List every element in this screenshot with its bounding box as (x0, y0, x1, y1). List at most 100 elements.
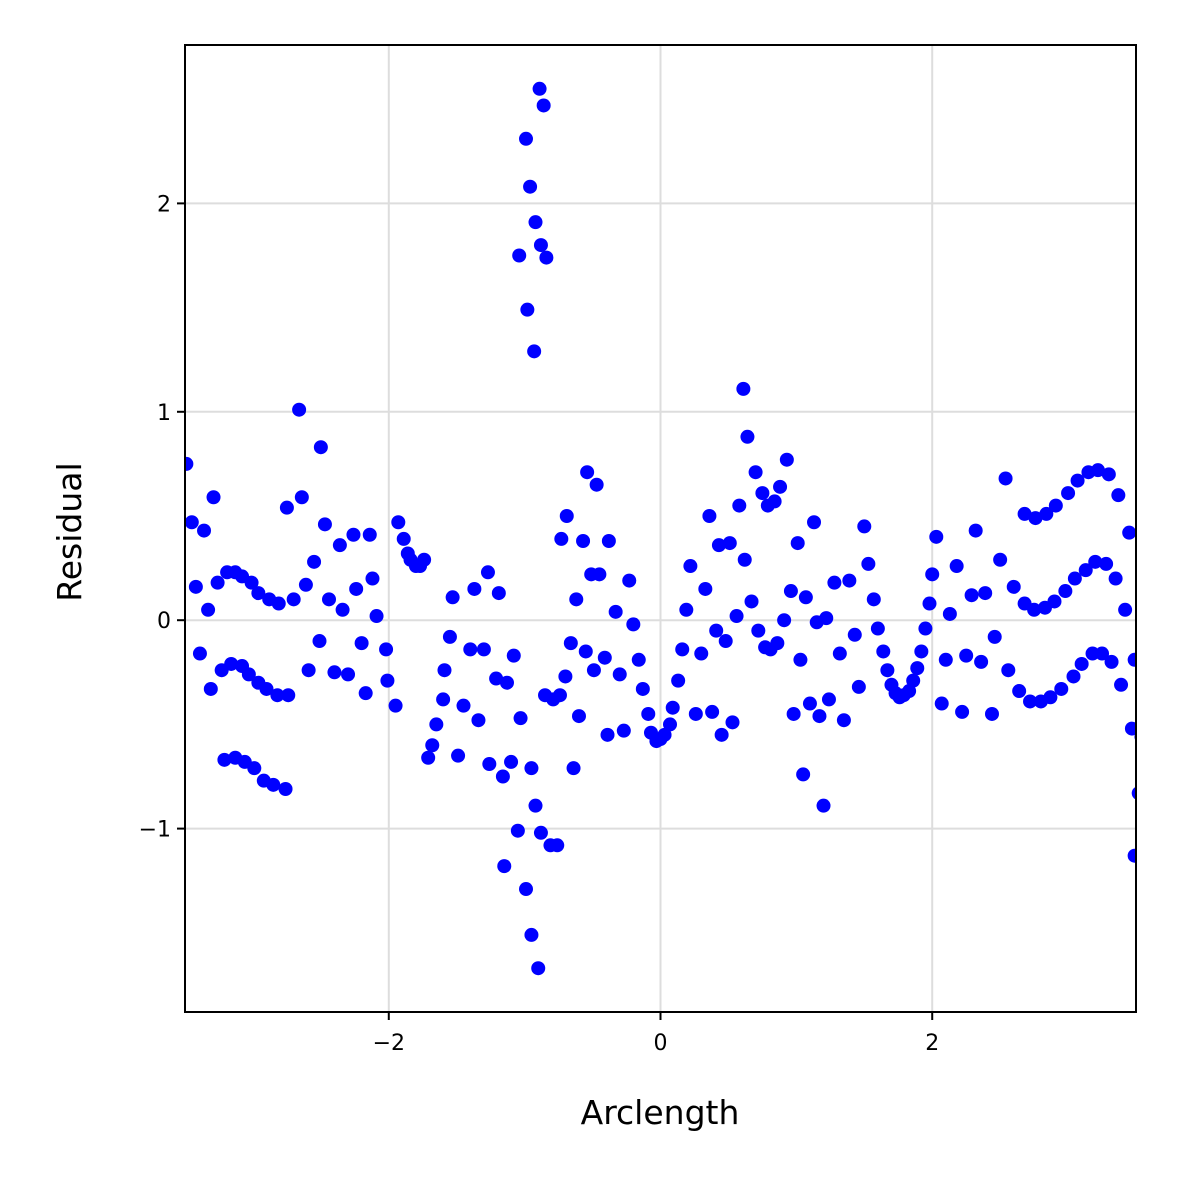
data-point (683, 559, 698, 574)
data-point (206, 490, 221, 505)
data-point (616, 723, 631, 738)
data-point (1111, 488, 1126, 503)
data-point (559, 508, 574, 523)
data-point (1108, 571, 1123, 586)
data-point (688, 706, 703, 721)
data-point (1006, 579, 1021, 594)
data-point (816, 798, 831, 813)
data-point (286, 592, 301, 607)
data-point (705, 704, 720, 719)
data-point (358, 686, 373, 701)
data-point (955, 704, 970, 719)
data-point (563, 636, 578, 651)
data-point (635, 681, 650, 696)
data-point (918, 621, 933, 636)
data-point (528, 215, 543, 230)
data-point (1118, 602, 1133, 617)
data-point (1090, 463, 1105, 478)
data-point (533, 825, 548, 840)
data-point (702, 508, 717, 523)
data-point (369, 609, 384, 624)
data-point (1114, 677, 1129, 692)
data-point (783, 584, 798, 599)
data-point (349, 581, 364, 596)
data-point (437, 663, 452, 678)
data-point (993, 552, 1008, 567)
data-point (592, 567, 607, 582)
data-point (388, 698, 403, 713)
data-point (259, 681, 274, 696)
data-point (786, 706, 801, 721)
data-point (847, 627, 862, 642)
data-point (694, 646, 709, 661)
data-point (1070, 473, 1085, 488)
data-point (622, 573, 637, 588)
data-point (767, 494, 782, 509)
data-point (497, 859, 512, 874)
data-point (861, 556, 876, 571)
data-point (790, 536, 805, 551)
data-point (612, 667, 627, 682)
data-point (1122, 525, 1136, 540)
data-point (580, 465, 595, 480)
data-point (1131, 786, 1136, 800)
data-point (436, 692, 451, 707)
data-point (906, 673, 921, 688)
data-point (725, 715, 740, 730)
data-point (482, 756, 497, 771)
data-point (925, 567, 940, 582)
data-point (445, 590, 460, 605)
data-point (748, 465, 763, 480)
data-point (626, 617, 641, 632)
data-point (914, 644, 929, 659)
data-point (1054, 681, 1069, 696)
data-point (974, 654, 989, 669)
data-point (641, 706, 656, 721)
data-point (793, 652, 808, 667)
data-point (714, 727, 729, 742)
data-point (857, 519, 872, 534)
data-point (335, 602, 350, 617)
data-point (201, 602, 216, 617)
data-point (978, 586, 993, 601)
data-point (1017, 506, 1032, 521)
data-point (1028, 511, 1043, 526)
data-point (346, 527, 361, 542)
data-point (1047, 594, 1062, 609)
data-point (278, 782, 293, 797)
data-point (1027, 602, 1042, 617)
data-point (421, 750, 436, 765)
data-point (998, 471, 1013, 486)
data-point (1127, 652, 1136, 667)
data-point (1104, 654, 1119, 669)
data-point (519, 882, 534, 897)
data-point (589, 477, 604, 492)
data-point (266, 777, 281, 792)
data-point (934, 696, 949, 711)
data-point (512, 248, 527, 263)
data-point (442, 629, 457, 644)
data-point (851, 679, 866, 694)
data-point (506, 648, 521, 663)
x-tick-label: 2 (925, 1031, 939, 1056)
data-point (1043, 690, 1058, 705)
data-point (210, 575, 225, 590)
data-point (665, 700, 680, 715)
data-point (711, 538, 726, 553)
data-point (510, 823, 525, 838)
data-point (317, 517, 332, 532)
data-point (558, 669, 573, 684)
data-point (802, 696, 817, 711)
data-point (391, 515, 406, 530)
data-point (608, 604, 623, 619)
data-point (959, 648, 974, 663)
data-point (332, 538, 347, 553)
data-point (737, 552, 752, 567)
y-axis-label: Residual (50, 462, 89, 601)
data-point (1074, 656, 1089, 671)
data-point (241, 667, 256, 682)
data-point (425, 738, 440, 753)
data-point (1067, 571, 1082, 586)
data-point (456, 698, 471, 713)
y-tick-label: 1 (157, 401, 171, 426)
